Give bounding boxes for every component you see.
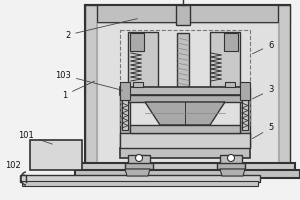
Bar bbox=[80, 163, 295, 173]
Bar bbox=[225, 82, 235, 87]
Bar bbox=[120, 87, 250, 95]
Bar bbox=[278, 5, 290, 175]
Bar bbox=[125, 95, 245, 102]
Bar bbox=[133, 82, 143, 87]
Text: 103: 103 bbox=[55, 71, 122, 90]
Bar bbox=[120, 148, 250, 158]
Text: 101: 101 bbox=[18, 130, 52, 144]
Bar bbox=[85, 5, 97, 175]
Bar bbox=[177, 33, 189, 88]
Bar bbox=[240, 82, 250, 100]
Bar bbox=[220, 155, 242, 167]
Bar bbox=[210, 32, 240, 87]
Circle shape bbox=[136, 154, 142, 162]
Bar bbox=[120, 133, 250, 148]
Bar bbox=[128, 155, 150, 167]
Bar bbox=[120, 88, 130, 148]
Bar bbox=[130, 33, 144, 51]
Polygon shape bbox=[125, 169, 150, 176]
Bar bbox=[75, 170, 300, 178]
Bar bbox=[22, 181, 258, 186]
Text: 102: 102 bbox=[5, 160, 26, 176]
Polygon shape bbox=[145, 102, 225, 125]
Text: 6: 6 bbox=[253, 40, 273, 54]
Polygon shape bbox=[220, 169, 245, 176]
Bar bbox=[85, 5, 290, 23]
Bar bbox=[240, 88, 250, 148]
Bar bbox=[176, 5, 190, 25]
Circle shape bbox=[227, 154, 235, 162]
Bar bbox=[20, 175, 260, 182]
Text: 1: 1 bbox=[62, 81, 94, 99]
Bar bbox=[120, 82, 130, 100]
Bar bbox=[128, 32, 158, 87]
Bar bbox=[122, 100, 128, 130]
Text: 5: 5 bbox=[252, 123, 273, 139]
Bar bbox=[85, 5, 290, 175]
Bar bbox=[120, 30, 250, 125]
Bar bbox=[242, 100, 248, 130]
Bar bbox=[224, 33, 238, 51]
Bar bbox=[30, 140, 82, 170]
Bar bbox=[217, 163, 245, 169]
Text: 2: 2 bbox=[65, 19, 137, 40]
Bar bbox=[125, 163, 153, 169]
Bar bbox=[130, 125, 240, 133]
Text: 3: 3 bbox=[253, 86, 273, 99]
Bar bbox=[97, 23, 278, 173]
